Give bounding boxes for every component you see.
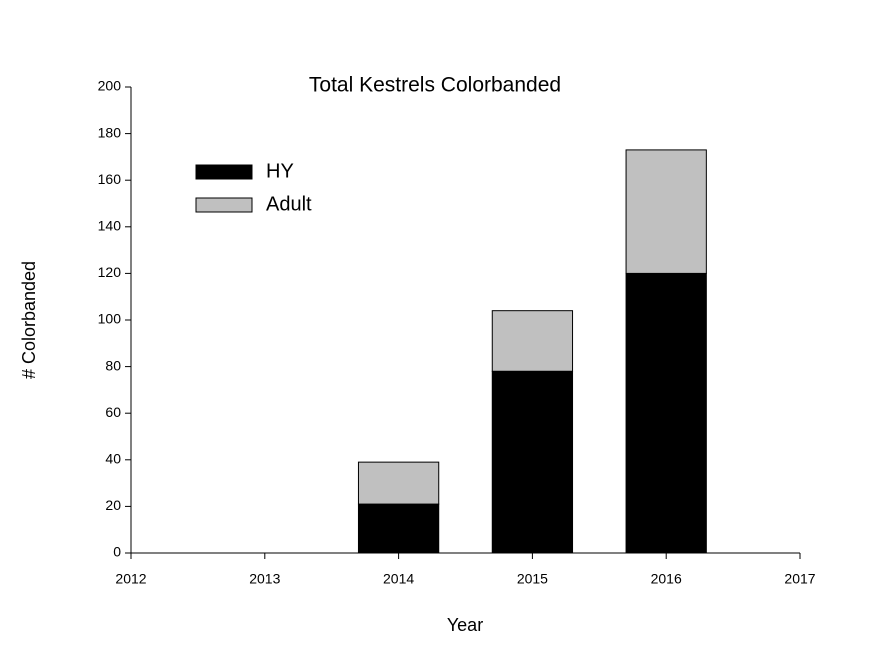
bar-segment (357, 503, 440, 554)
y-tick-label: 80 (105, 357, 121, 373)
bar-segment (491, 310, 574, 372)
y-tick-label: 40 (105, 451, 121, 467)
y-tick-label: 100 (98, 311, 122, 327)
y-tick-label: 120 (98, 264, 122, 280)
legend-swatch (195, 164, 253, 180)
y-tick-label: 20 (105, 497, 121, 513)
y-tick-label: 140 (98, 218, 122, 234)
x-tick-label: 2016 (651, 571, 682, 587)
y-tick-label: 160 (98, 171, 122, 187)
legend-swatch (195, 197, 253, 213)
y-tick-label: 200 (98, 78, 122, 94)
bar-segment (625, 149, 707, 274)
y-tick-label: 180 (98, 124, 122, 140)
bar-segment (357, 461, 440, 505)
x-axis-label: Year (447, 615, 483, 635)
y-tick-label: 60 (105, 404, 121, 420)
bar-segment (625, 272, 707, 554)
legend-label: HY (266, 160, 294, 182)
chart-title: Total Kestrels Colorbanded (309, 74, 561, 97)
x-tick-label: 2015 (517, 571, 548, 587)
bar-segment (491, 370, 574, 554)
x-tick-label: 2012 (115, 571, 146, 587)
x-tick-label: 2014 (383, 571, 414, 587)
y-tick-label: 0 (113, 544, 121, 560)
y-axis-label: # Colorbanded (19, 261, 39, 379)
legend-label: Adult (266, 193, 312, 215)
x-tick-label: 2017 (784, 571, 815, 587)
x-tick-label: 2013 (249, 571, 280, 587)
